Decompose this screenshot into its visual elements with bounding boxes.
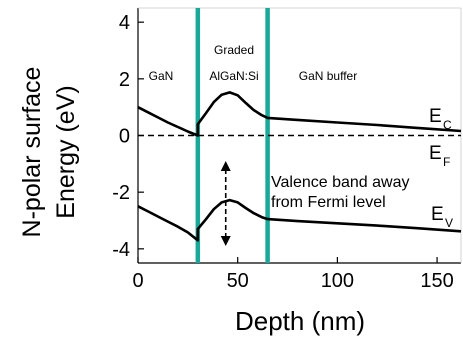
- y-axis-label-line2: Energy (eV): [52, 85, 80, 218]
- ec-label: E C: [429, 106, 452, 132]
- annotation-line2: from Fermi level: [271, 194, 386, 211]
- ef-label: E F: [429, 143, 450, 169]
- x-axis-label: Depth (nm): [235, 306, 365, 336]
- ev-label-sub: V: [445, 216, 453, 230]
- y-axis-label-line1: N-polar surface: [18, 67, 46, 238]
- x-ticks: 0 50 100 150: [132, 257, 454, 292]
- y-tick-label: 0: [119, 126, 130, 148]
- region-label-graded-line1: Graded: [214, 43, 254, 57]
- ec-label-main: E: [429, 106, 442, 127]
- y-ticks: 4 2 0 -2 -4: [112, 12, 144, 261]
- region-label-graded-line2: AlGaN:Si: [209, 69, 258, 83]
- band-series: [137, 91, 462, 242]
- y-tick-label: -2: [112, 182, 130, 204]
- ec-label-sub: C: [443, 118, 452, 132]
- x-tick-label: 50: [227, 270, 249, 292]
- ev-label-main: E: [431, 204, 444, 225]
- ev-label: E V: [431, 204, 453, 230]
- x-tick-label: 100: [321, 270, 354, 292]
- arrow-head-up: [220, 161, 231, 171]
- ef-label-main: E: [429, 143, 442, 164]
- x-tick-label: 0: [132, 270, 143, 292]
- x-tick-label: 150: [420, 270, 453, 292]
- valence-offset-arrow: [220, 161, 231, 246]
- region-label-gan: GaN: [149, 69, 174, 83]
- y-tick-label: -4: [112, 239, 130, 261]
- y-tick-label: 4: [119, 12, 130, 34]
- annotation-line1: Valence band away: [271, 174, 409, 191]
- conduction-band-line: [137, 91, 462, 137]
- y-tick-label: 2: [119, 69, 130, 91]
- ef-label-sub: F: [443, 155, 450, 169]
- region-label-gan-buffer: GaN buffer: [299, 69, 357, 83]
- arrow-head-down: [220, 236, 231, 246]
